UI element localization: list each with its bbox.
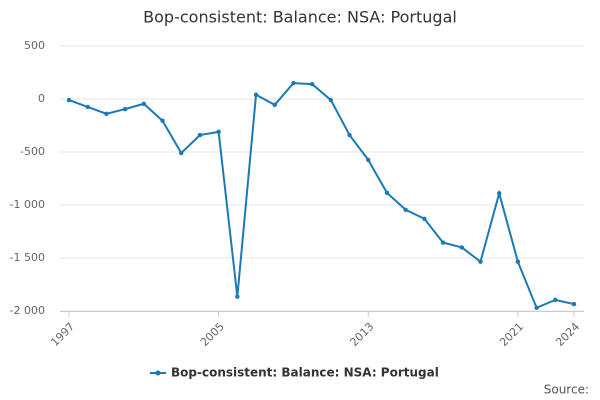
point (122, 106, 128, 112)
point (496, 191, 502, 196)
x-tick-label: 2021 (497, 320, 526, 349)
x-tick-label: 1997 (48, 320, 77, 349)
point (291, 80, 296, 86)
y-tick-label: -1 000 (10, 198, 45, 211)
point (66, 97, 72, 103)
legend-swatch-dot (155, 370, 161, 376)
point (160, 118, 165, 123)
line (68, 82, 575, 310)
y-tick-label: 500 (24, 39, 45, 52)
point (85, 104, 90, 110)
point (422, 216, 427, 221)
x-tick-label: 2013 (348, 320, 377, 349)
point (515, 259, 521, 264)
point (216, 129, 221, 135)
x-tick-label: 2024 (553, 320, 582, 349)
point (141, 101, 147, 106)
y-tick-label: -500 (20, 145, 45, 158)
point (403, 207, 408, 212)
y-tick-label: -1 500 (10, 251, 45, 264)
point (571, 301, 577, 307)
point (272, 102, 277, 108)
point (179, 150, 184, 156)
point (459, 245, 464, 250)
point (328, 97, 334, 103)
point (366, 157, 371, 163)
point (384, 190, 390, 196)
legend-label: Bop-consistent: Balance: NSA: Portugal (171, 366, 439, 380)
y-tick-label: 0 (38, 92, 45, 105)
point (347, 132, 352, 138)
point (478, 259, 483, 264)
source-label: Source: (544, 383, 589, 397)
point (440, 240, 446, 245)
point (534, 305, 539, 311)
y-tick-label: -2 000 (10, 304, 45, 317)
point (553, 297, 558, 303)
point (104, 111, 109, 117)
x-tick-label: 2005 (198, 320, 227, 349)
point (309, 81, 315, 87)
chart-title: Bop-consistent: Balance: NSA: Portugal (143, 8, 457, 27)
point (235, 294, 240, 299)
point (253, 92, 259, 97)
point (197, 132, 203, 138)
